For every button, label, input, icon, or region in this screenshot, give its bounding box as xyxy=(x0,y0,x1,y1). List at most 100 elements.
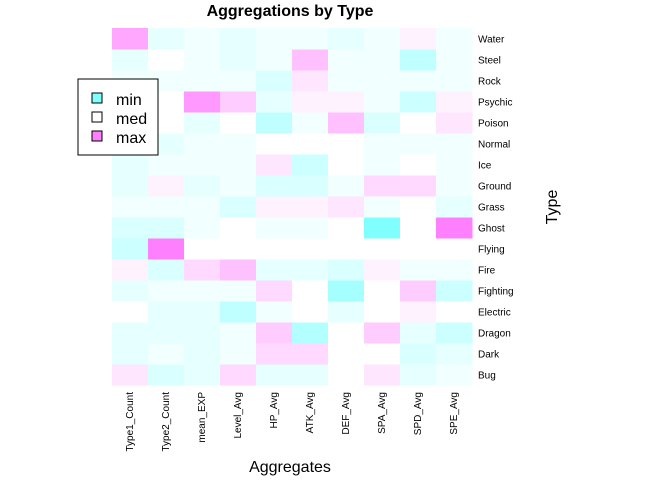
heatmap-cell xyxy=(184,49,221,71)
heatmap-cell xyxy=(184,364,221,386)
heatmap-cell xyxy=(220,91,257,113)
y-tick-label: Dragon xyxy=(478,329,511,340)
heatmap-cell xyxy=(292,112,329,134)
legend-swatch xyxy=(91,111,103,123)
heatmap-cell xyxy=(436,133,473,155)
heatmap-cell xyxy=(328,196,365,218)
heatmap-cell xyxy=(400,301,437,323)
heatmap-cell xyxy=(184,301,221,323)
heatmap-cell xyxy=(256,322,293,344)
heatmap-cell xyxy=(400,28,437,50)
y-tick-label: Dark xyxy=(478,350,500,361)
heatmap-cell xyxy=(292,28,329,50)
heatmap-cell xyxy=(184,175,221,197)
heatmap-cell xyxy=(112,196,149,218)
y-tick-label: Grass xyxy=(478,203,505,214)
heatmap-cell xyxy=(328,364,365,386)
x-tick-label: mean_EXP xyxy=(197,392,208,443)
heatmap-cell xyxy=(112,28,149,50)
heatmap-cell xyxy=(256,133,293,155)
heatmap-cell xyxy=(256,343,293,365)
y-tick-label: Fire xyxy=(478,266,496,277)
heatmap-cell xyxy=(364,238,401,260)
heatmap-cell xyxy=(328,154,365,176)
heatmap-cell xyxy=(148,364,185,386)
heatmap-cell xyxy=(292,175,329,197)
y-tick-label: Steel xyxy=(478,56,501,67)
heatmap-cell xyxy=(436,259,473,281)
heatmap-cell xyxy=(436,322,473,344)
x-tick-labels: Type1_Count Type2_Count mean_EXP Level_Avg H… xyxy=(125,392,460,452)
heatmap-cell xyxy=(400,112,437,134)
heatmap-cell xyxy=(364,280,401,302)
legend-box xyxy=(77,78,159,156)
chart-title: Aggregations by Type xyxy=(207,3,374,20)
heatmap-cell xyxy=(400,196,437,218)
heatmap-cell xyxy=(400,280,437,302)
heatmap-cell xyxy=(364,259,401,281)
heatmap-cell xyxy=(256,238,293,260)
y-tick-label: Water xyxy=(478,35,505,46)
heatmap-cell xyxy=(184,91,221,113)
x-tick-label: ATK_Avg xyxy=(305,392,316,433)
heatmap-cell xyxy=(256,154,293,176)
heatmap-cell xyxy=(184,217,221,239)
y-tick-label: Rock xyxy=(478,77,502,88)
heatmap-cell xyxy=(436,343,473,365)
heatmap-cell xyxy=(112,364,149,386)
heatmap-cell xyxy=(220,259,257,281)
y-tick-label: Electric xyxy=(478,308,511,319)
y-tick-label: Psychic xyxy=(478,98,512,109)
heatmap-cell xyxy=(220,28,257,50)
heatmap-cell xyxy=(148,322,185,344)
heatmap-cell xyxy=(364,49,401,71)
heatmap-cell xyxy=(328,343,365,365)
heatmap-cell xyxy=(364,301,401,323)
heatmap-cell xyxy=(328,133,365,155)
heatmap-cell xyxy=(328,238,365,260)
heatmap-cell xyxy=(184,133,221,155)
heatmap-cell xyxy=(112,238,149,260)
heatmap-cell xyxy=(184,280,221,302)
legend-label: min xyxy=(116,92,142,109)
heatmap-cell xyxy=(184,70,221,92)
heatmap-cell xyxy=(364,133,401,155)
heatmap-cell xyxy=(400,49,437,71)
heatmap-cell xyxy=(148,154,185,176)
heatmap-cell xyxy=(148,280,185,302)
heatmap-cell xyxy=(292,196,329,218)
heatmap-cells xyxy=(112,28,473,386)
heatmap-cell xyxy=(148,343,185,365)
heatmap-cell xyxy=(328,28,365,50)
heatmap-cell xyxy=(328,280,365,302)
heatmap-cell xyxy=(112,322,149,344)
heatmap-cell xyxy=(220,196,257,218)
heatmap-cell xyxy=(256,49,293,71)
heatmap-cell xyxy=(220,301,257,323)
heatmap-cell xyxy=(436,28,473,50)
heatmap-cell xyxy=(256,301,293,323)
x-tick-label: SPA_Avg xyxy=(377,392,388,434)
heatmap-cell xyxy=(256,196,293,218)
heatmap-cell xyxy=(328,70,365,92)
heatmap-cell xyxy=(220,238,257,260)
heatmap-cell xyxy=(220,154,257,176)
heatmap-cell xyxy=(256,112,293,134)
x-tick-label: Type2_Count xyxy=(161,392,172,452)
heatmap-cell xyxy=(292,301,329,323)
legend-label: med xyxy=(116,111,147,128)
heatmap-cell xyxy=(112,301,149,323)
heatmap-cell xyxy=(436,364,473,386)
heatmap-cell xyxy=(184,259,221,281)
legend-swatch xyxy=(91,130,103,142)
heatmap-cell xyxy=(328,301,365,323)
heatmap-cell xyxy=(148,49,185,71)
heatmap-cell xyxy=(184,28,221,50)
heatmap-cell xyxy=(184,112,221,134)
heatmap-cell xyxy=(112,343,149,365)
heatmap-cell xyxy=(112,175,149,197)
y-tick-label: Ghost xyxy=(478,224,505,235)
heatmap-cell xyxy=(400,238,437,260)
heatmap-cell xyxy=(184,343,221,365)
